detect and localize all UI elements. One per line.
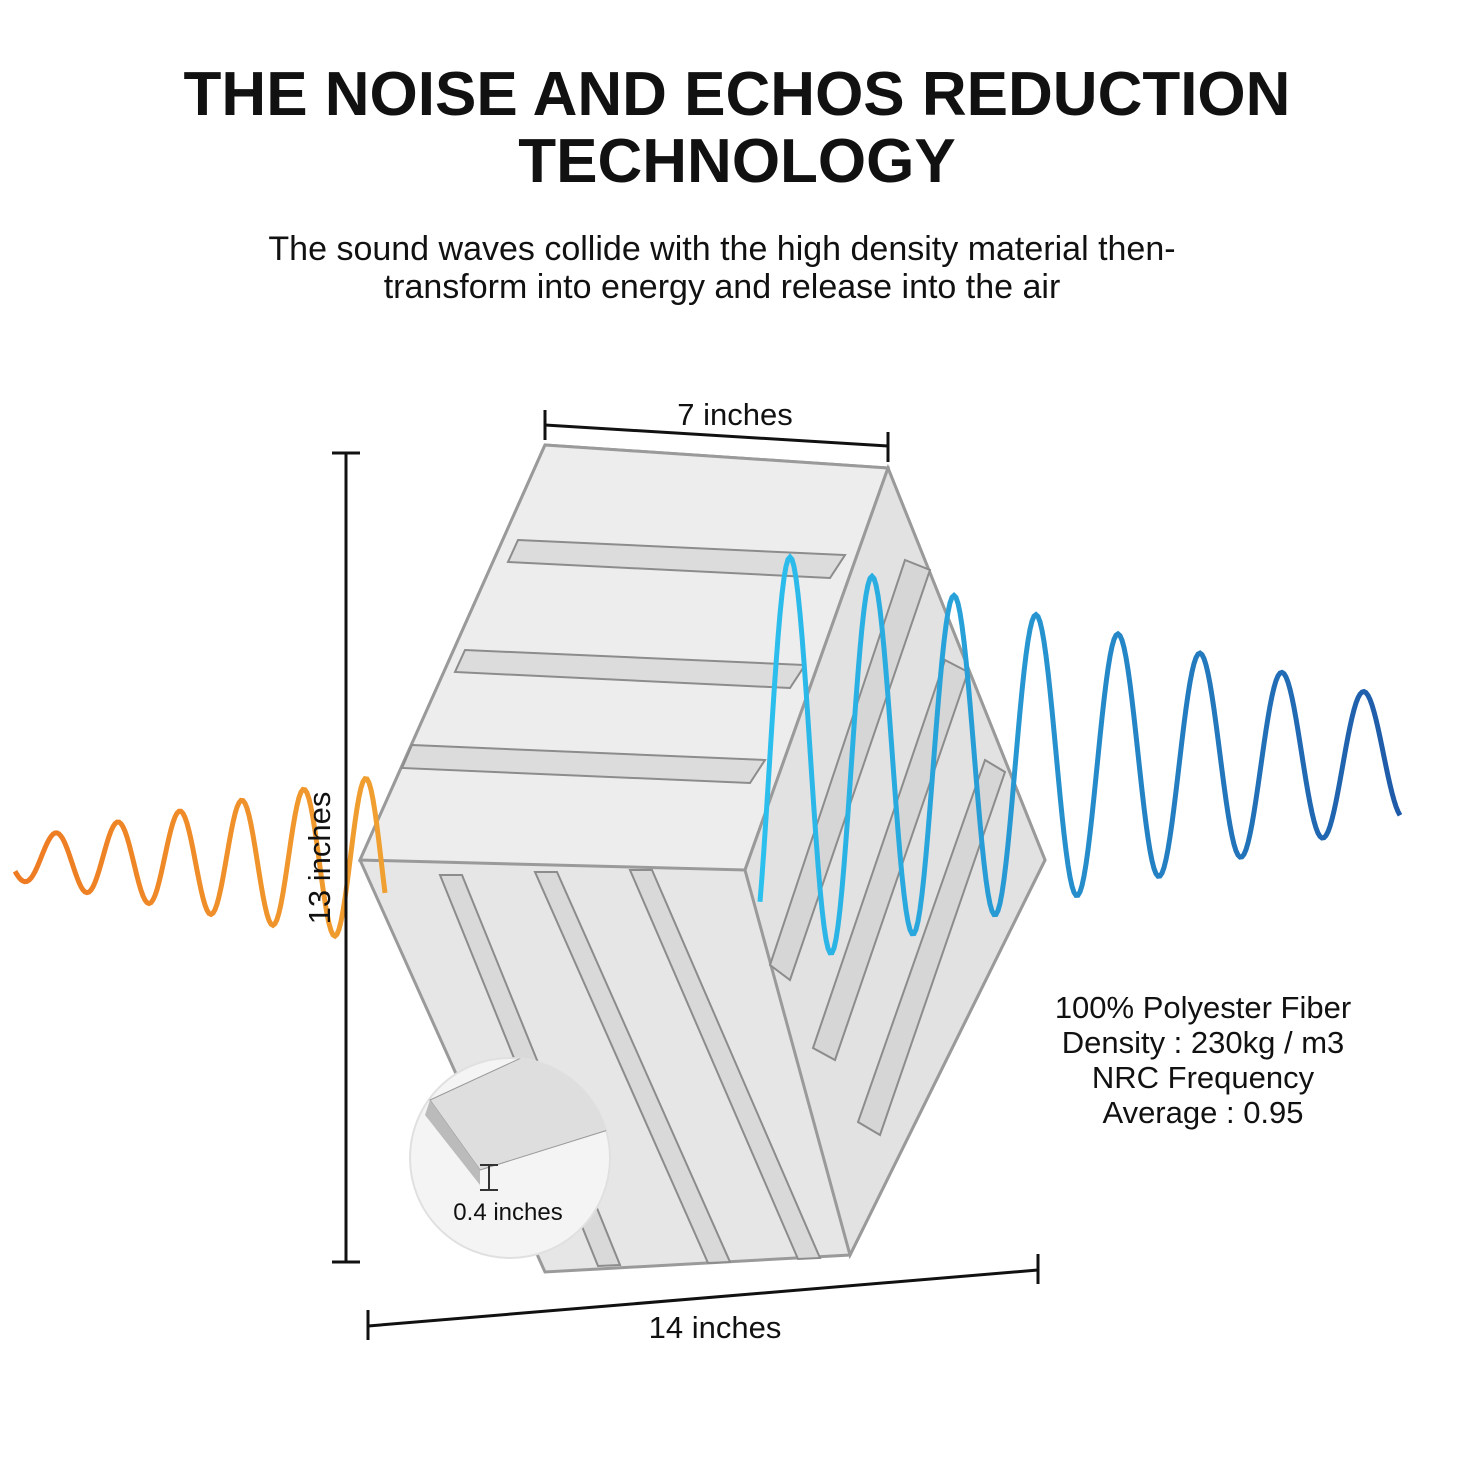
dimension-lines [332,410,1040,1340]
title-line: TECHNOLOGY [518,127,955,196]
subtitle-line: The sound waves collide with the high de… [268,230,1175,268]
incoming-wave [12,775,388,940]
dimension-label: 7 inches [677,397,792,432]
spec-line: Average : 0.95 [1102,1095,1303,1130]
spec-line: Density : 230kg / m3 [1062,1025,1345,1060]
spec-line: 100% Polyester Fiber [1055,990,1351,1025]
dimension-label: 14 inches [649,1310,782,1345]
dimension-label: 13 inches [302,792,337,925]
spec-line: NRC Frequency [1092,1060,1315,1095]
title-line: THE NOISE AND ECHOS REDUCTION [184,60,1291,129]
dimension-label: 0.4 inches [453,1199,562,1226]
reflected-wave [757,553,1403,956]
subtitle-line: transform into energy and release into t… [384,268,1061,306]
